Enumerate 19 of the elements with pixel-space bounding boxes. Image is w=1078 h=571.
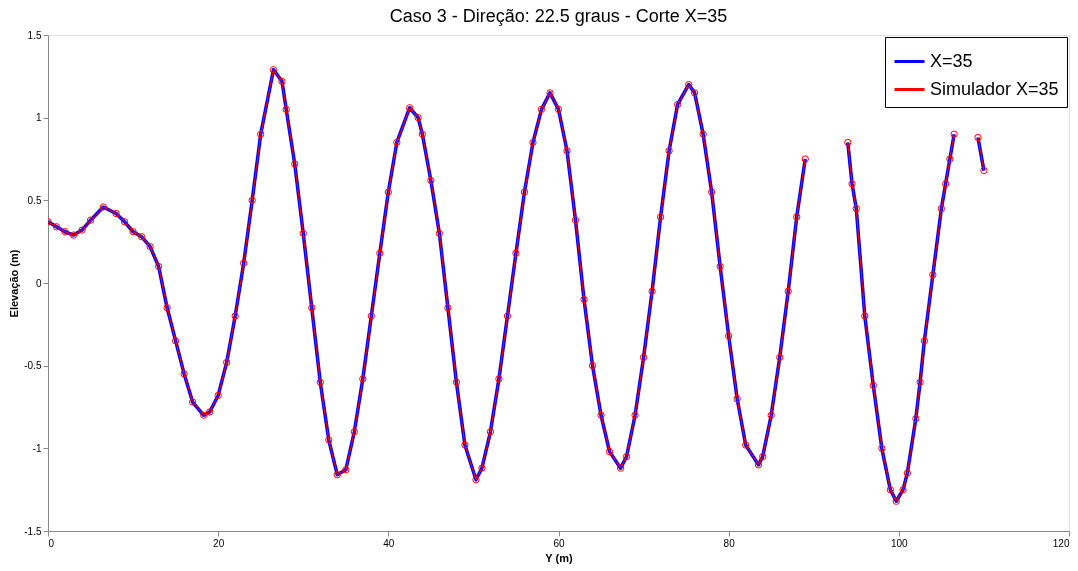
y-tick-label: -0.5 — [24, 360, 42, 372]
y-tick-label: 1.5 — [27, 29, 42, 41]
y-tick-label: 1 — [35, 112, 42, 124]
x-tick-label: 0 — [48, 537, 55, 549]
x-tick-label: 120 — [1052, 537, 1070, 549]
legend-label: Simulador X=35 — [930, 78, 1059, 99]
x-tick-label: 100 — [890, 537, 909, 549]
x-tick-label: 80 — [723, 537, 736, 549]
y-tick-label: -1.5 — [24, 525, 42, 537]
y-tick-label: -1 — [32, 442, 42, 454]
x-tick-label: 20 — [213, 537, 225, 549]
chart-title: Caso 3 - Direção: 22.5 graus - Corte X=35 — [389, 6, 728, 26]
y-tick-label: 0 — [35, 277, 42, 289]
legend-label: X=35 — [930, 50, 973, 71]
y-tick-label: 0.5 — [27, 194, 42, 206]
y-axis-title: Elevação (m) — [8, 249, 21, 318]
x-tick-label: 40 — [383, 537, 395, 549]
x-tick-label: 60 — [553, 537, 565, 549]
x-axis-title: Y (m) — [545, 551, 573, 564]
